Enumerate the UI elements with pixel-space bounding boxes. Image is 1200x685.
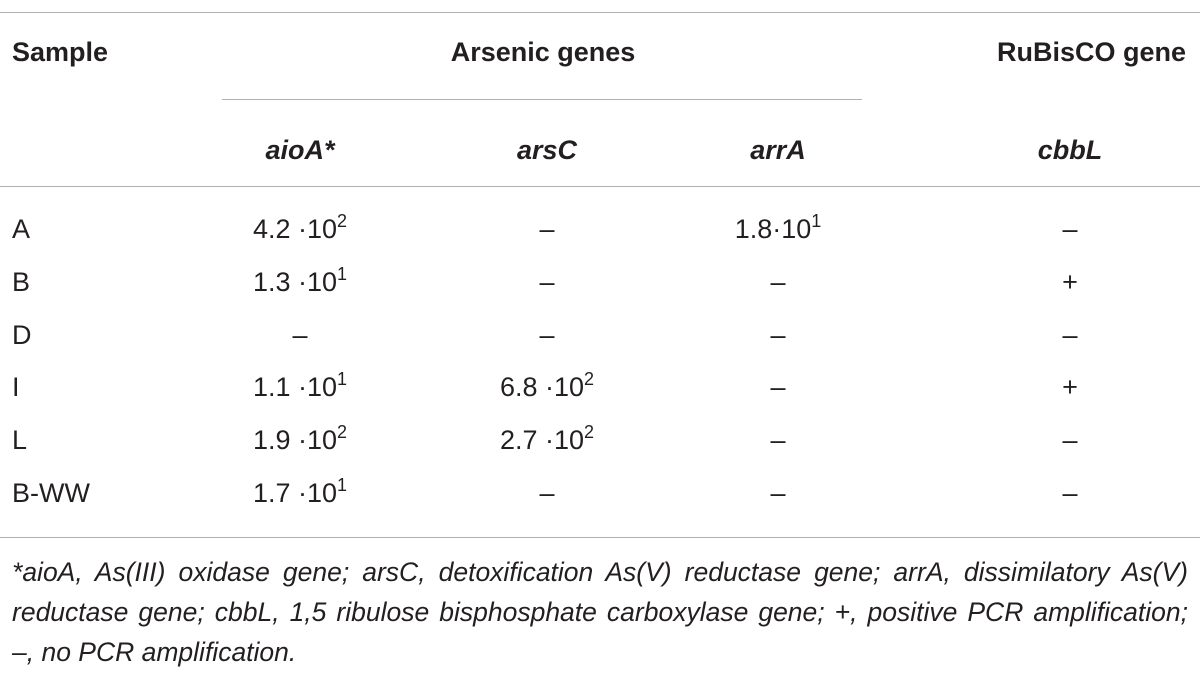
header-cell: RuBisCO gene [996,37,1186,67]
table-cell: 4.2 ·102 [252,211,348,245]
cell-exponent: 1 [337,475,348,495]
table-cell: – [1062,478,1078,508]
table-cell: – [539,266,555,297]
table-cell: B-WW [12,478,90,508]
table-cell: – [1062,319,1078,350]
table-cell: D [12,319,32,350]
table-cell: – [770,425,786,456]
table-cell: 2.7 ·102 [499,422,595,456]
table-cell: 1.7 ·101 [252,475,348,509]
cell-base: 6.8 ·10 [499,372,585,403]
group-rule [222,99,862,100]
table-cell: 1.8·101 [734,211,822,245]
table-cell: – [770,372,786,403]
header-cell: Sample [12,37,109,67]
header-rule [0,186,1200,187]
table-cell: 6.8 ·102 [499,369,595,403]
table-cell: + [1062,266,1078,297]
cell-exponent: 1 [811,211,822,231]
top-rule [0,12,1200,13]
cell-exponent: 2 [584,369,595,390]
cell-base: 1.9 ·10 [252,425,338,456]
cell-base: 2.7 ·10 [499,425,585,456]
table-cell: 1.9 ·102 [252,422,348,456]
cell-exponent: 2 [337,211,348,231]
table-cell: A [12,214,31,244]
table-cell: 1.3 ·101 [252,263,348,298]
table-cell: – [1062,214,1078,244]
cell-exponent: 2 [584,422,595,443]
column-header: arsC [516,135,578,165]
bottom-rule [0,537,1200,538]
table-cell: 1.1 ·101 [252,369,348,403]
cell-exponent: 1 [337,263,348,284]
cell-base: 4.2 ·10 [252,214,338,244]
cell-base: 1.3 ·10 [252,266,338,297]
table-cell: + [1062,372,1078,403]
table-cell: – [1062,425,1078,456]
cell-base: 1.7 ·10 [252,478,338,508]
table-cell: – [539,478,555,508]
column-header: cbbL [1037,135,1103,165]
column-header: arrA [750,135,806,165]
column-header: aioA* [265,135,335,165]
table-cell: – [770,478,786,508]
header-cell: Arsenic genes [450,37,636,67]
table-cell: – [292,319,308,350]
table-cell: L [12,425,28,456]
table-cell: – [539,319,555,350]
table-cell: – [770,319,786,350]
cell-base: 1.1 ·10 [252,372,338,403]
cell-exponent: 1 [337,369,348,390]
table-cell: B [12,266,31,297]
table-cell: – [539,214,555,244]
footnote: *aioA, As(III) oxidase gene; arsC, detox… [12,557,1188,667]
cell-base: 1.8·10 [734,214,812,244]
table-cell: – [770,266,786,297]
table-cell: I [12,372,20,403]
cell-exponent: 2 [337,422,348,443]
